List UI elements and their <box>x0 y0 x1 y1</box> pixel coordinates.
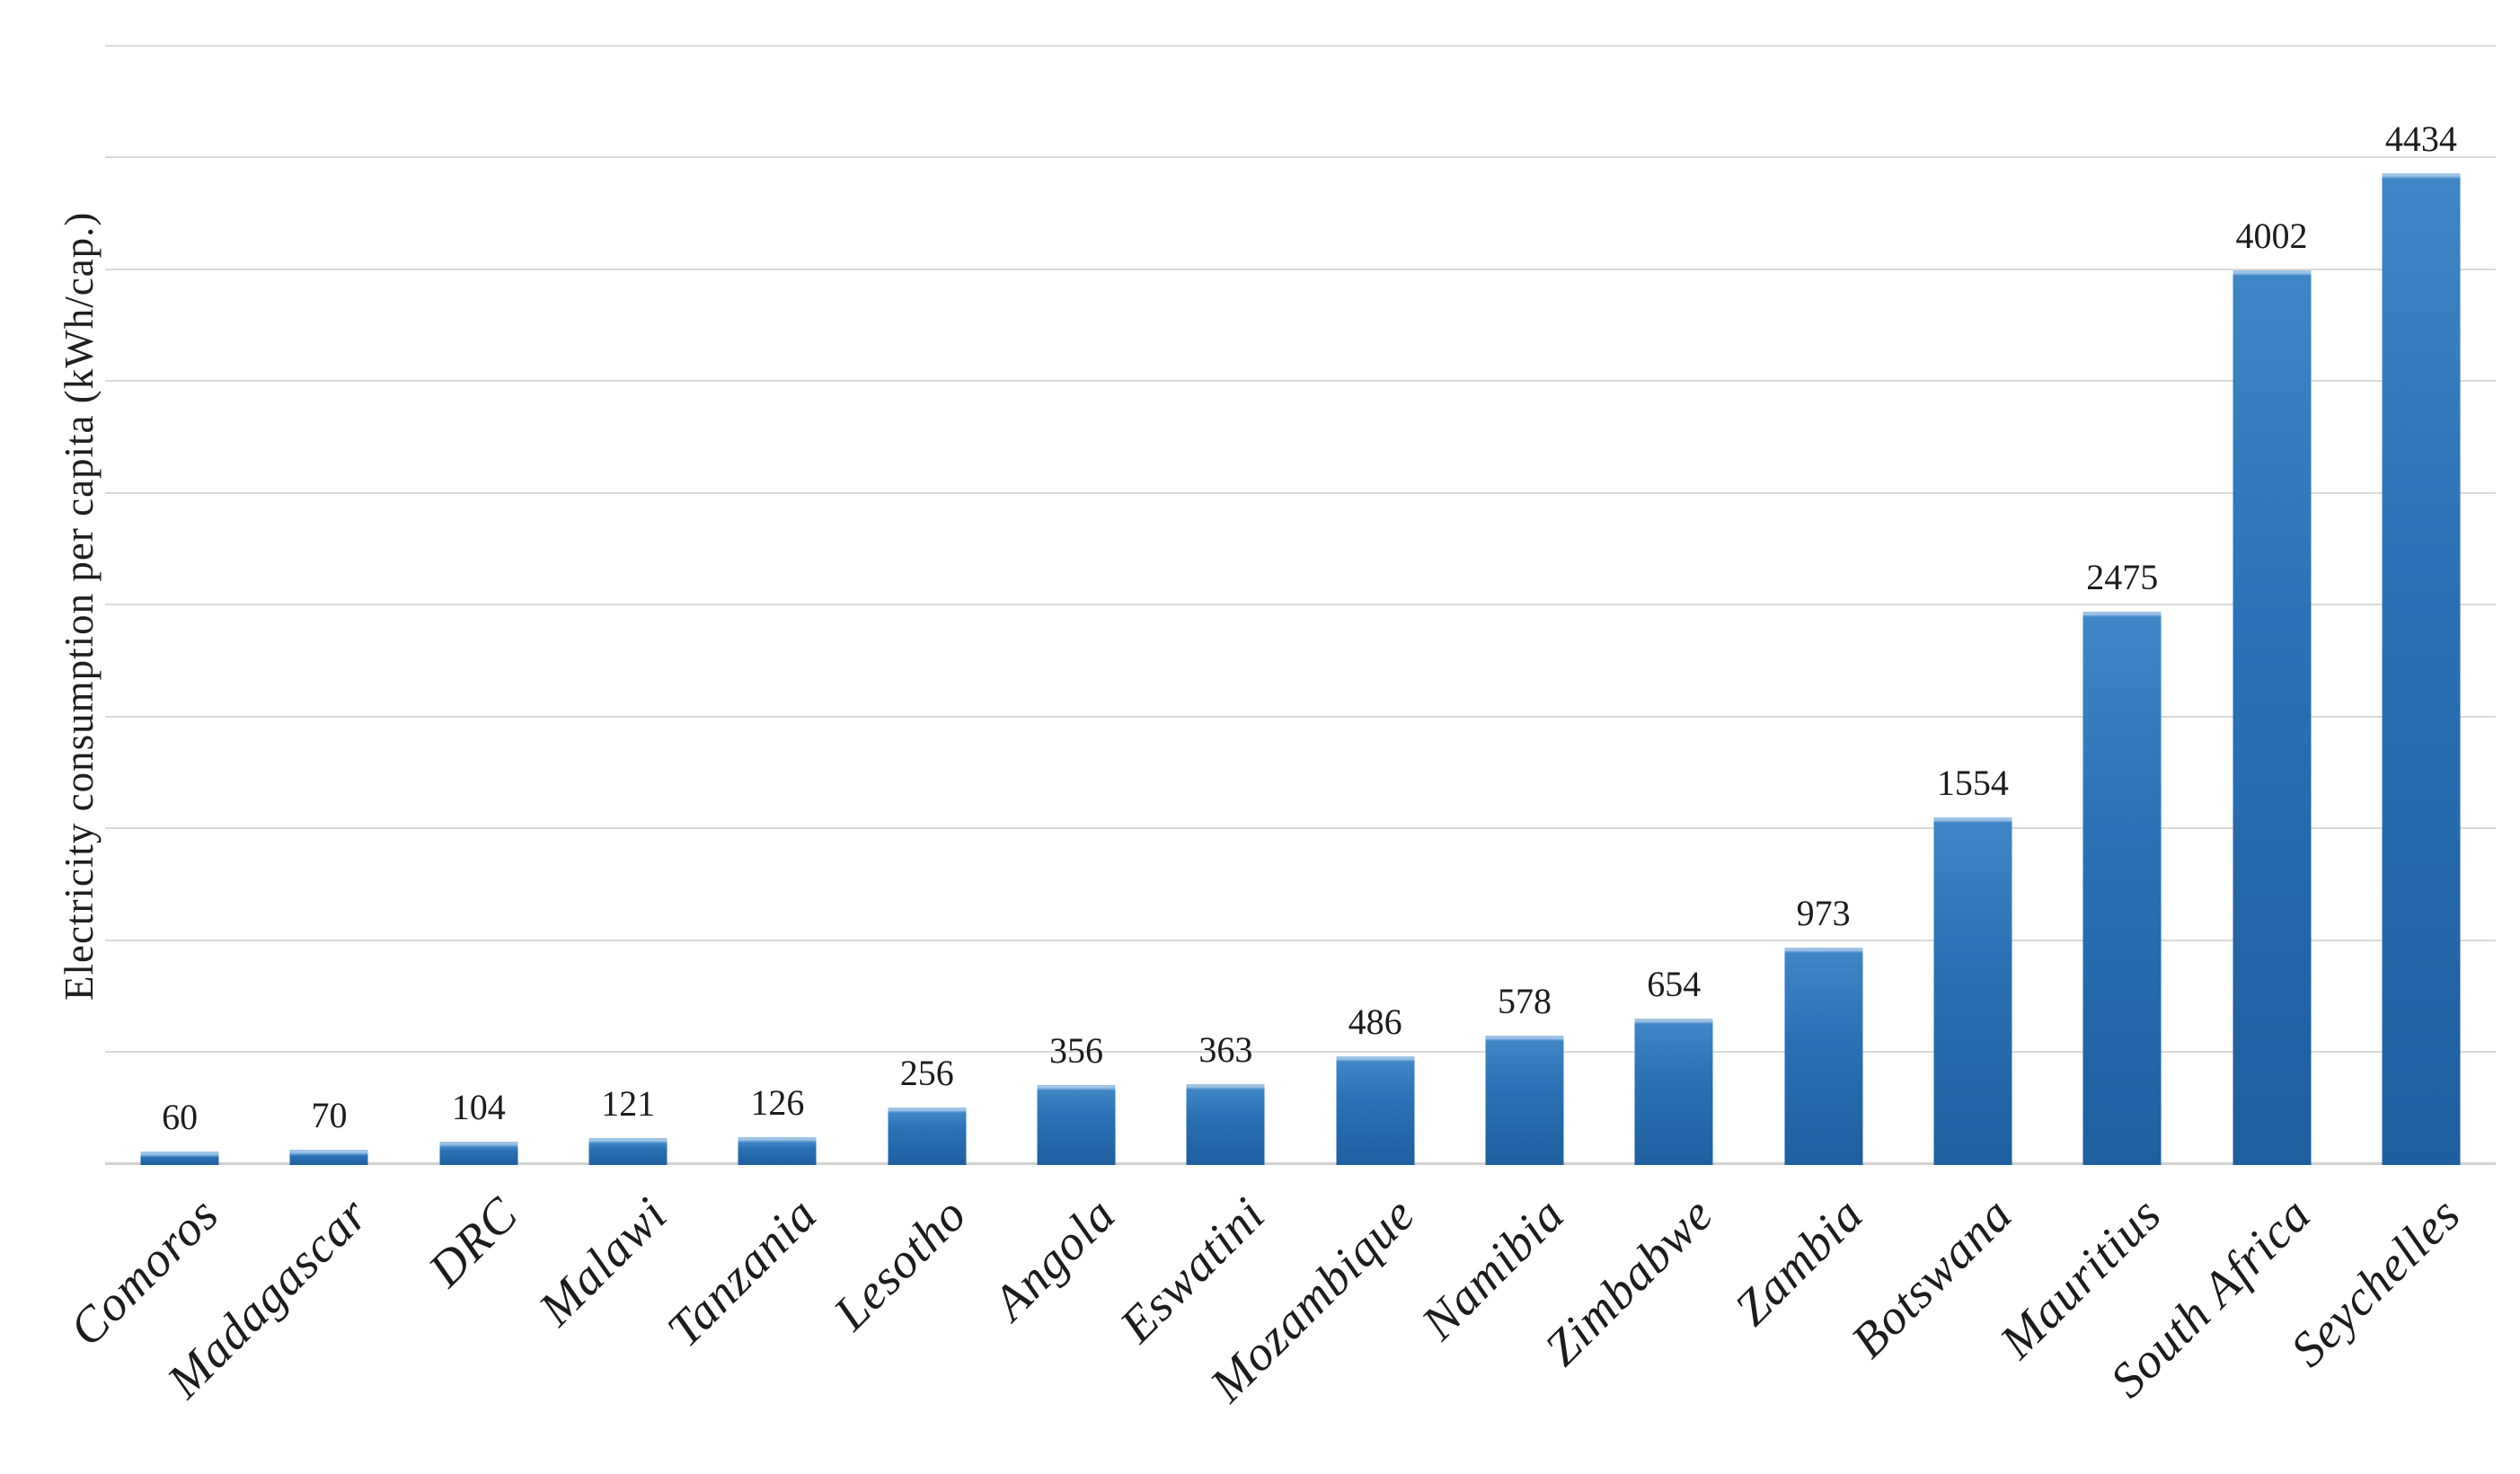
bar-value-label: 121 <box>601 1083 656 1124</box>
bar-slot-madagascar: 70 Madagascar <box>157 47 403 1408</box>
bar-slot-namibia: 578 Namibia <box>1410 47 1599 1350</box>
bar-slot-zimbabwe: 654 Zimbabwe <box>1534 47 1748 1376</box>
gridline <box>105 156 2496 158</box>
bar-value-label: 486 <box>1348 1002 1402 1042</box>
bar-slot-lesotho: 256 Lesotho <box>822 47 1002 1341</box>
bar-value-label: 256 <box>899 1053 954 1093</box>
x-axis-label: Lesotho <box>822 1186 977 1341</box>
bar-madagascar <box>289 1150 368 1165</box>
bar-mozambique <box>1336 1056 1415 1165</box>
bar-slot-angola: 356 Angola <box>982 47 1151 1330</box>
gridline <box>105 45 2496 47</box>
bar-slot-botswana: 1554 Botswana <box>1841 47 2047 1369</box>
bar-mauritius <box>2082 612 2162 1165</box>
bar-slot-tanzania: 126 Tanzania <box>656 47 852 1357</box>
bar-value-label: 578 <box>1497 981 1552 1021</box>
bar-botswana <box>1933 817 2012 1165</box>
bar-seychelles <box>2382 173 2461 1165</box>
x-axis-label: Tanzania <box>656 1186 827 1357</box>
x-axis-label: Botswana <box>1840 1186 2022 1369</box>
bar-slot-seychelles: 4434 Seychelles <box>2280 47 2496 1378</box>
bar-value-label: 4002 <box>2235 216 2308 256</box>
bar-slot-zambia: 973 Zambia <box>1723 47 1897 1337</box>
gridline <box>105 827 2496 829</box>
bar-zambia <box>1784 948 1863 1165</box>
x-axis-label: Zambia <box>1723 1186 1873 1337</box>
gridline <box>105 1051 2496 1053</box>
bar-zimbabwe <box>1634 1019 1713 1165</box>
bars-container: 60 Comoros 70 Madagascar 104 DRC 121 Malawi 126 T… <box>59 47 2496 1413</box>
plot-area: 60 Comoros 70 Madagascar 104 DRC 121 Malawi 126 T… <box>59 45 2496 1413</box>
bar-value-label: 973 <box>1796 893 1851 933</box>
bar-slot-mozambique: 486 Mozambique <box>1199 47 1450 1413</box>
gridline <box>105 492 2496 494</box>
bar-lesotho <box>888 1108 967 1165</box>
bar-value-label: 4434 <box>2384 119 2457 159</box>
bar-eswatini <box>1186 1084 1265 1165</box>
bar-south-africa <box>2233 270 2312 1165</box>
gridline <box>105 604 2496 605</box>
bar-value-label: 70 <box>311 1095 348 1135</box>
bar-angola <box>1037 1085 1116 1165</box>
gridline <box>105 940 2496 941</box>
bar-value-label: 60 <box>162 1097 199 1137</box>
gridline <box>105 380 2496 382</box>
gridline <box>105 269 2496 270</box>
bar-comoros <box>140 1152 219 1165</box>
x-axis-baseline <box>105 1162 2496 1165</box>
x-axis-label: DRC <box>417 1186 528 1297</box>
bar-value-label: 104 <box>451 1087 506 1127</box>
bar-value-label: 363 <box>1198 1029 1253 1070</box>
bar-tanzania <box>738 1137 817 1165</box>
x-axis-label: Malawi <box>527 1186 678 1337</box>
bar-value-label: 654 <box>1647 964 1702 1004</box>
bar-slot-eswatini: 363 Eswatini <box>1109 47 1300 1353</box>
bar-slot-comoros: 60 Comoros <box>59 47 254 1357</box>
bar-slot-south-africa: 4002 South Africa <box>2100 47 2346 1408</box>
bar-malawi <box>588 1138 668 1165</box>
bar-slot-drc: 104 DRC <box>404 47 553 1297</box>
bar-value-label: 356 <box>1049 1030 1104 1071</box>
bar-namibia <box>1485 1036 1564 1165</box>
bar-drc <box>439 1142 518 1165</box>
bar-slot-mauritius: 2475 Mauritius <box>1989 47 2197 1369</box>
y-axis-title: Electricity consumption per capita (kWh/… <box>57 211 102 1001</box>
bar-value-label: 2475 <box>2086 557 2159 597</box>
gridline <box>105 716 2496 718</box>
bar-slot-malawi: 121 Malawi <box>528 47 703 1337</box>
bar-value-label: 1554 <box>1936 763 2009 803</box>
x-axis-label: Angola <box>982 1186 1127 1330</box>
bar-value-label: 126 <box>750 1082 805 1123</box>
